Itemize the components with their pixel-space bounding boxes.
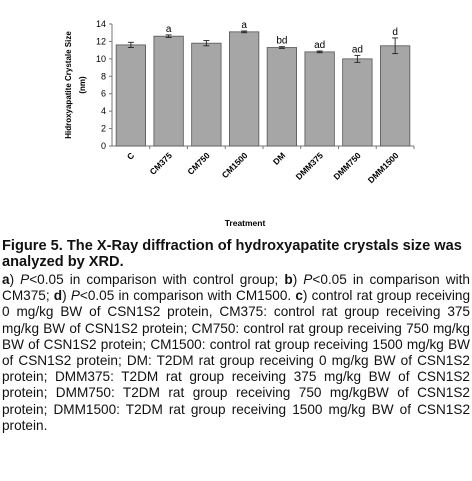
y-axis-label-line1: Hidroxyapatite Crystale Size xyxy=(64,31,73,139)
bar-dmm1500 xyxy=(380,45,411,147)
significance-label: bd xyxy=(276,36,287,47)
y-tick-label: 2 xyxy=(101,124,106,134)
x-tick-label: CM750 xyxy=(185,150,212,177)
caption-p-symbol: P xyxy=(20,272,30,287)
y-tick-label: 6 xyxy=(101,89,106,99)
bar-cm750 xyxy=(191,42,222,147)
caption-text: ) control rat group receiving 0 mg/kg BW… xyxy=(2,288,470,433)
caption-p-symbol: P xyxy=(303,272,313,287)
caption-text: <0.05 in comparison with control group; xyxy=(29,272,285,287)
y-tick-label: 10 xyxy=(96,54,106,64)
y-tick-label: 8 xyxy=(101,71,106,81)
caption-p-symbol: P xyxy=(70,288,80,304)
caption-text: <0.05 in comparison with CM375; xyxy=(2,272,470,304)
caption-text: <0.05 in comparison with CM1500. xyxy=(79,288,296,304)
x-tick-label: DMM375 xyxy=(294,150,326,182)
caption-key-letter: c xyxy=(295,288,303,304)
bar-c xyxy=(115,44,146,147)
significance-label: d xyxy=(392,27,398,38)
caption-key-letter: b xyxy=(284,272,293,287)
bar-dm xyxy=(266,47,297,147)
y-tick-label: 12 xyxy=(96,36,106,46)
y-tick-label: 0 xyxy=(101,141,106,151)
significance-label: a xyxy=(166,24,172,35)
y-tick-label: 4 xyxy=(101,106,106,116)
y-tick-label: 14 xyxy=(96,19,106,29)
y-axis-label-line2: (nm) xyxy=(78,76,87,94)
x-axis-label: Treatment xyxy=(225,218,266,228)
caption-text: ) xyxy=(292,272,304,287)
caption-body: a) P<0.05 in comparison with control gro… xyxy=(2,272,470,434)
bar-cm1500 xyxy=(229,31,260,147)
x-tick-label: DMM750 xyxy=(331,150,363,182)
x-tick-label: C xyxy=(125,150,136,161)
x-tick-label: CM1500 xyxy=(220,150,250,180)
x-tick-label: DM xyxy=(271,150,287,166)
caption-title: Figure 5. The X-Ray diffraction of hydro… xyxy=(2,238,462,270)
caption-text: ) xyxy=(62,288,71,304)
bar-chart: Hidroxyapatite Crystale Size (nm) 0 2 4 6 8 10… xyxy=(64,19,415,228)
significance-label: a xyxy=(241,20,247,31)
figure-caption: Figure 5. The X-Ray diffraction of hydro… xyxy=(2,238,470,434)
y-axis-label: Hidroxyapatite Crystale Size (nm) xyxy=(64,31,87,139)
significance-label: ad xyxy=(352,44,363,55)
bars: a a bd ad ad d xyxy=(115,20,411,147)
x-tick-labels: C CM375 CM750 CM1500 DM DMM375 DMM750 DMM1500 xyxy=(125,150,401,185)
x-tick-label: CM375 xyxy=(148,150,175,177)
bar-cm375 xyxy=(153,35,184,147)
caption-key-letter: a xyxy=(2,272,10,287)
bar-dmm750 xyxy=(342,58,373,147)
caption-text: ) xyxy=(9,272,21,287)
significance-label: ad xyxy=(314,40,325,51)
caption-key-letter: d xyxy=(53,288,63,304)
x-tick-label: DMM1500 xyxy=(366,150,401,185)
bar-dmm375 xyxy=(304,51,335,147)
